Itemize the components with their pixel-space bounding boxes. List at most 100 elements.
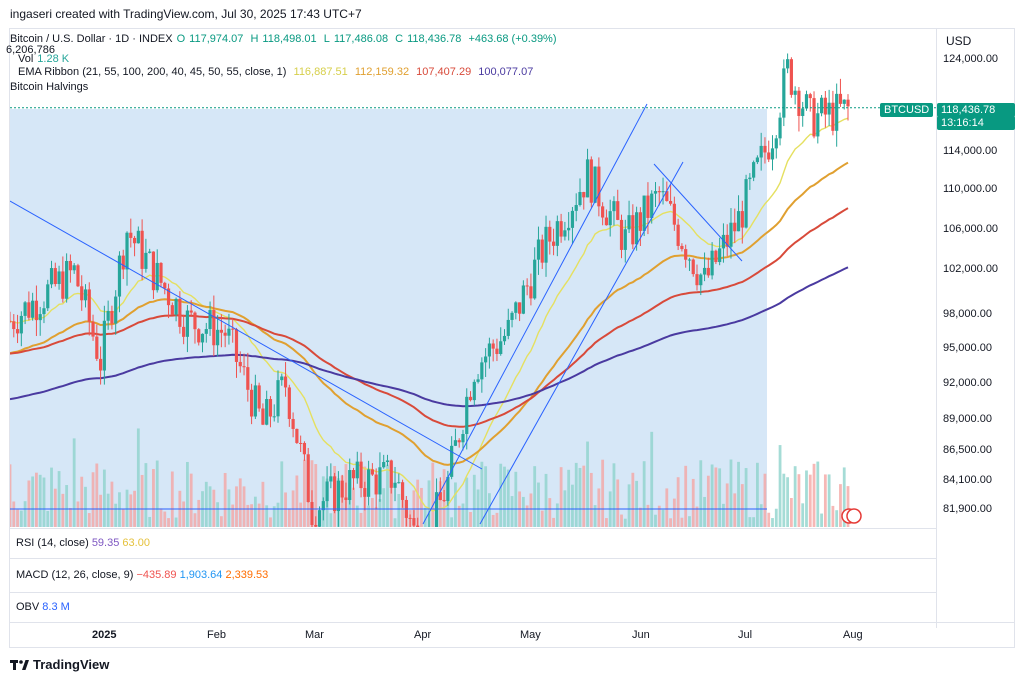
candle-body [261,408,265,425]
price-chart[interactable] [10,29,936,527]
price-tick-label: 114,000.00 [943,145,998,157]
volume-bar [733,493,737,527]
volume-bar [635,480,639,527]
candle-body [363,488,367,497]
ema-100-line [10,207,849,428]
candle-body [623,229,627,250]
candle-body [502,335,507,342]
volume-bar [253,496,257,527]
volume-bar [525,505,529,527]
volume-bar [567,469,571,527]
candle-body [163,282,167,289]
volume-bar [50,467,53,527]
time-tick-label: 2025 [92,629,117,641]
open-label: O [176,33,186,45]
candle-body [563,230,567,237]
footer-brand[interactable]: TradingView [10,657,109,672]
volume-bar [725,483,729,527]
candle-body [10,320,12,322]
volume-bar [586,441,589,527]
candle-body [155,262,159,291]
candle-body [144,252,148,269]
volume-bar [465,477,469,527]
volume-bar [303,459,306,527]
candle-body [178,298,182,327]
candle-body [114,296,118,324]
volume-bar [695,506,699,527]
volume-bar [280,461,284,527]
time-tick-label: Feb [207,629,226,641]
volume-bar [706,475,710,527]
low-label: L [323,33,330,45]
volume-bar [148,516,152,527]
currency-label[interactable]: USD [946,34,972,48]
price-tick-label: 86,500.00 [943,444,992,456]
candle-body [283,376,288,388]
volume-bar [68,508,72,527]
trend-line [422,103,648,525]
candle-body [453,440,458,446]
volume-bar [661,509,665,527]
volume-bar [250,504,253,527]
volume-bar [386,464,389,527]
volume-bar [793,466,797,527]
volume-bar [10,464,12,527]
volume-bar [540,510,544,527]
volume-bar [552,517,555,527]
candle-body [348,470,352,501]
volume-bar [80,476,84,527]
candle-body [736,211,741,232]
candle-body [642,195,646,231]
candle-body [400,482,405,500]
candle-body [374,474,378,495]
candle-body [238,361,242,367]
price-axis-separator [936,28,937,628]
candle-body [759,145,763,158]
volume-bar [506,469,510,527]
volume-bar [756,462,759,527]
candle-body [650,193,654,218]
candle-body [412,518,416,526]
volume-bar [378,499,382,527]
candle-body [706,267,710,276]
time-axis-separator [9,622,1015,623]
candle-body [306,454,310,503]
volume-bar [219,516,223,527]
volume-bar [710,464,714,527]
time-tick-label: Aug [843,629,863,641]
volume-bar [669,518,672,527]
volume-bar [242,486,246,527]
candle-body [725,234,729,247]
volume-bar [423,507,427,527]
candle-body [491,343,495,349]
close-label: C [395,33,404,45]
volume-bar [121,508,125,527]
candle-body [76,265,80,287]
volume-bar [72,438,76,527]
candle-body [495,348,499,354]
candle-body [197,329,201,343]
candle-body [110,310,114,324]
candle-body [219,329,223,333]
candle-body [302,442,307,455]
candle-body [827,102,831,115]
candle-body [691,259,695,275]
volume-bar [397,493,401,527]
volume-bar [627,484,631,527]
volume-bar [227,489,231,527]
volume-bar [571,484,574,527]
volume-bar [499,463,503,527]
candle-body [27,302,31,318]
volume-bar [827,474,831,527]
volume-bar [555,503,559,527]
obv-label: OBV [16,601,40,613]
volume-bar [469,512,472,527]
candle-body [687,259,692,261]
candle-body [597,166,601,207]
volume-bar [261,481,265,527]
volume-bar [665,488,669,527]
volume-bar [616,479,620,527]
volume-bar [329,513,333,527]
candle-body [789,59,793,95]
candle-body [102,320,106,371]
